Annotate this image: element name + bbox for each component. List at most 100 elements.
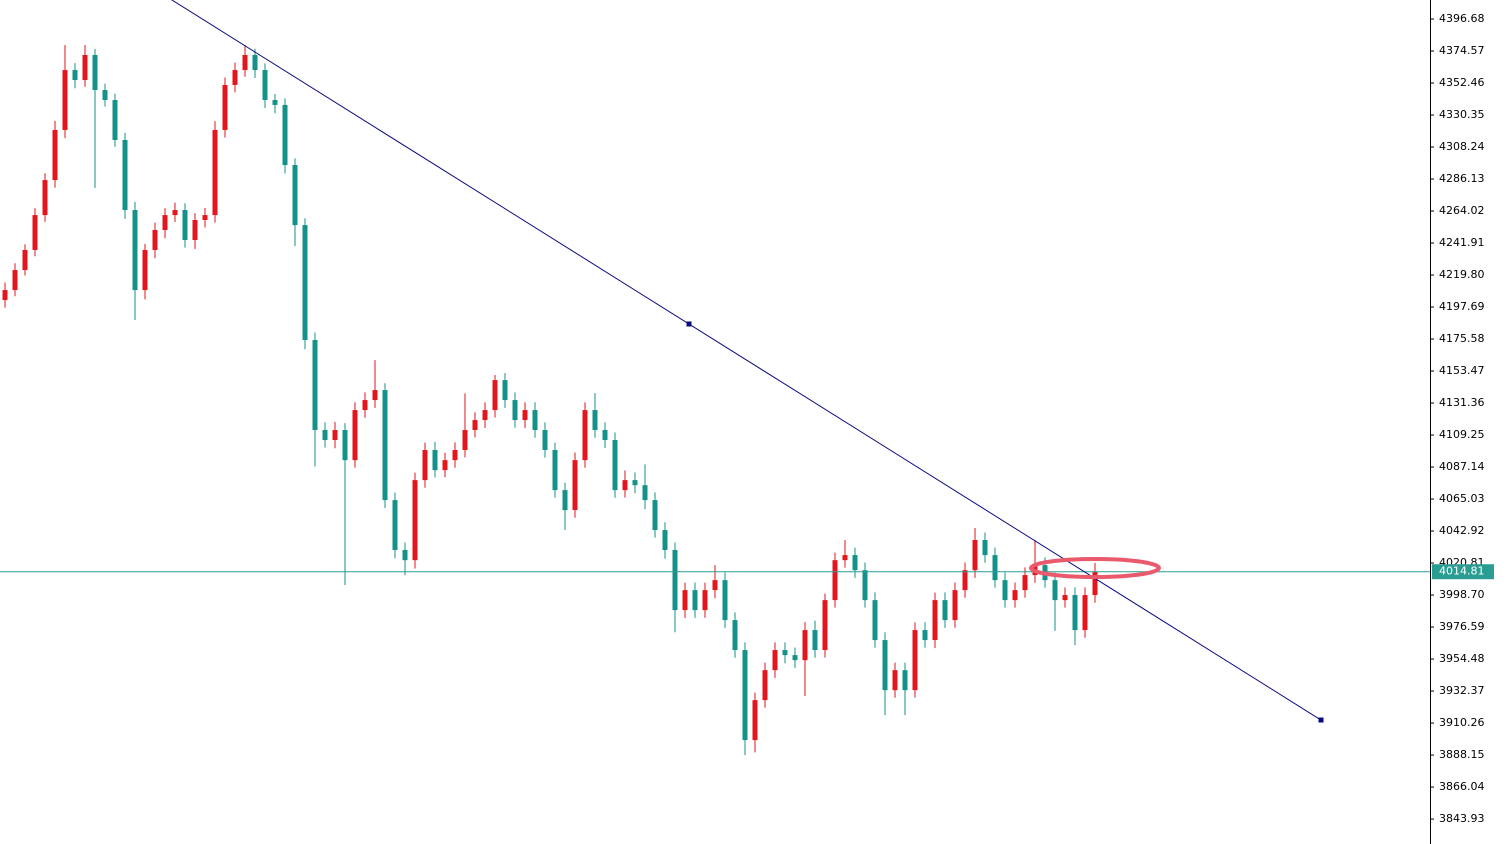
trendline-anchor — [1318, 717, 1324, 723]
candle-body — [482, 410, 488, 421]
candle-body — [452, 450, 458, 461]
candle-body — [1072, 595, 1078, 631]
candle-body — [842, 555, 848, 561]
candle-body — [522, 410, 528, 421]
candle-body — [562, 490, 568, 511]
candle-body — [1062, 595, 1068, 601]
candle-body — [792, 655, 798, 661]
highlight-ellipse — [1029, 557, 1161, 579]
y-tick-label: 4330.35 — [1439, 108, 1485, 121]
candle-body — [852, 555, 858, 571]
candle-body — [102, 90, 108, 101]
candle-body — [702, 590, 708, 611]
candle-body — [652, 500, 658, 531]
y-tick-label: 4374.57 — [1439, 44, 1485, 57]
candle-body — [62, 70, 68, 130]
y-tick-label: 4175.58 — [1439, 332, 1485, 345]
candle-body — [572, 460, 578, 511]
candle-body — [262, 70, 268, 101]
candle-body — [412, 480, 418, 561]
candle-body — [252, 55, 258, 71]
candle-body — [282, 104, 288, 166]
candle-body — [892, 670, 898, 691]
candle-body — [762, 670, 768, 701]
candle-body — [152, 229, 158, 250]
candle-body — [602, 430, 608, 441]
y-tick-label: 4087.14 — [1439, 460, 1485, 473]
y-tick-label: 4219.80 — [1439, 268, 1485, 281]
trendline-anchor — [686, 321, 692, 327]
candle-body — [832, 560, 838, 601]
candle-body — [612, 440, 618, 491]
y-tick-label: 4131.36 — [1439, 396, 1485, 409]
candle-body — [1082, 595, 1088, 631]
candle-body — [592, 410, 598, 431]
y-tick-label: 4264.02 — [1439, 204, 1485, 217]
candle-body — [272, 100, 278, 105]
candle-body — [232, 70, 238, 85]
candle-body — [302, 225, 308, 341]
candle-body — [952, 590, 958, 621]
candle-body — [882, 640, 888, 691]
candle-body — [812, 630, 818, 651]
candle-body — [222, 84, 228, 130]
y-tick-label: 3843.93 — [1439, 812, 1485, 825]
candle-body — [622, 480, 628, 491]
candle-body — [382, 390, 388, 501]
candle-body — [932, 600, 938, 641]
candle-body — [492, 380, 498, 411]
y-tick-label: 4396.68 — [1439, 12, 1485, 25]
y-tick-label: 3910.26 — [1439, 716, 1485, 729]
candle-body — [422, 450, 428, 481]
candle-body — [472, 420, 478, 431]
candle-body — [52, 129, 58, 181]
candle-body — [172, 210, 178, 216]
candle-body — [642, 485, 648, 501]
candle-body — [1012, 590, 1018, 601]
candle-body — [662, 530, 668, 551]
candle-body — [692, 590, 698, 611]
trendline — [171, 0, 1322, 721]
candle-body — [372, 390, 378, 401]
candle-body — [822, 600, 828, 651]
candle-body — [862, 570, 868, 601]
y-tick-label: 4352.46 — [1439, 76, 1485, 89]
candle-body — [962, 570, 968, 591]
candle-body — [92, 55, 98, 91]
candle-body — [82, 55, 88, 81]
candle-body — [942, 600, 948, 621]
y-tick-label: 3866.04 — [1439, 780, 1485, 793]
candle-body — [132, 210, 138, 291]
candle-body — [742, 650, 748, 741]
candle-body — [1052, 580, 1058, 601]
y-tick-label: 3998.70 — [1439, 588, 1485, 601]
candle-body — [902, 670, 908, 691]
y-tick-label: 4286.13 — [1439, 172, 1485, 185]
candle-body — [242, 55, 248, 71]
candle-body — [352, 410, 358, 461]
y-tick-label: 4241.91 — [1439, 236, 1485, 249]
candle-body — [672, 550, 678, 611]
y-tick-label: 3932.37 — [1439, 684, 1485, 697]
candle-body — [532, 410, 538, 431]
candle-body — [912, 630, 918, 691]
y-tick-label: 3954.48 — [1439, 652, 1485, 665]
candle-body — [192, 220, 198, 240]
candle-body — [922, 630, 928, 641]
candle-body — [552, 450, 558, 491]
candle-body — [582, 410, 588, 461]
candle-body — [332, 430, 338, 441]
candle-body — [982, 540, 988, 556]
candle-body — [872, 600, 878, 641]
candle-body — [212, 129, 218, 216]
price-label-box — [1432, 564, 1494, 580]
candle-body — [502, 380, 508, 401]
candle-body — [182, 210, 188, 240]
candle-body — [22, 249, 28, 271]
candle-body — [292, 165, 298, 226]
candle-body — [732, 620, 738, 651]
candle-body — [392, 500, 398, 551]
y-tick-label: 4042.92 — [1439, 524, 1485, 537]
y-tick-label: 4197.69 — [1439, 300, 1485, 313]
